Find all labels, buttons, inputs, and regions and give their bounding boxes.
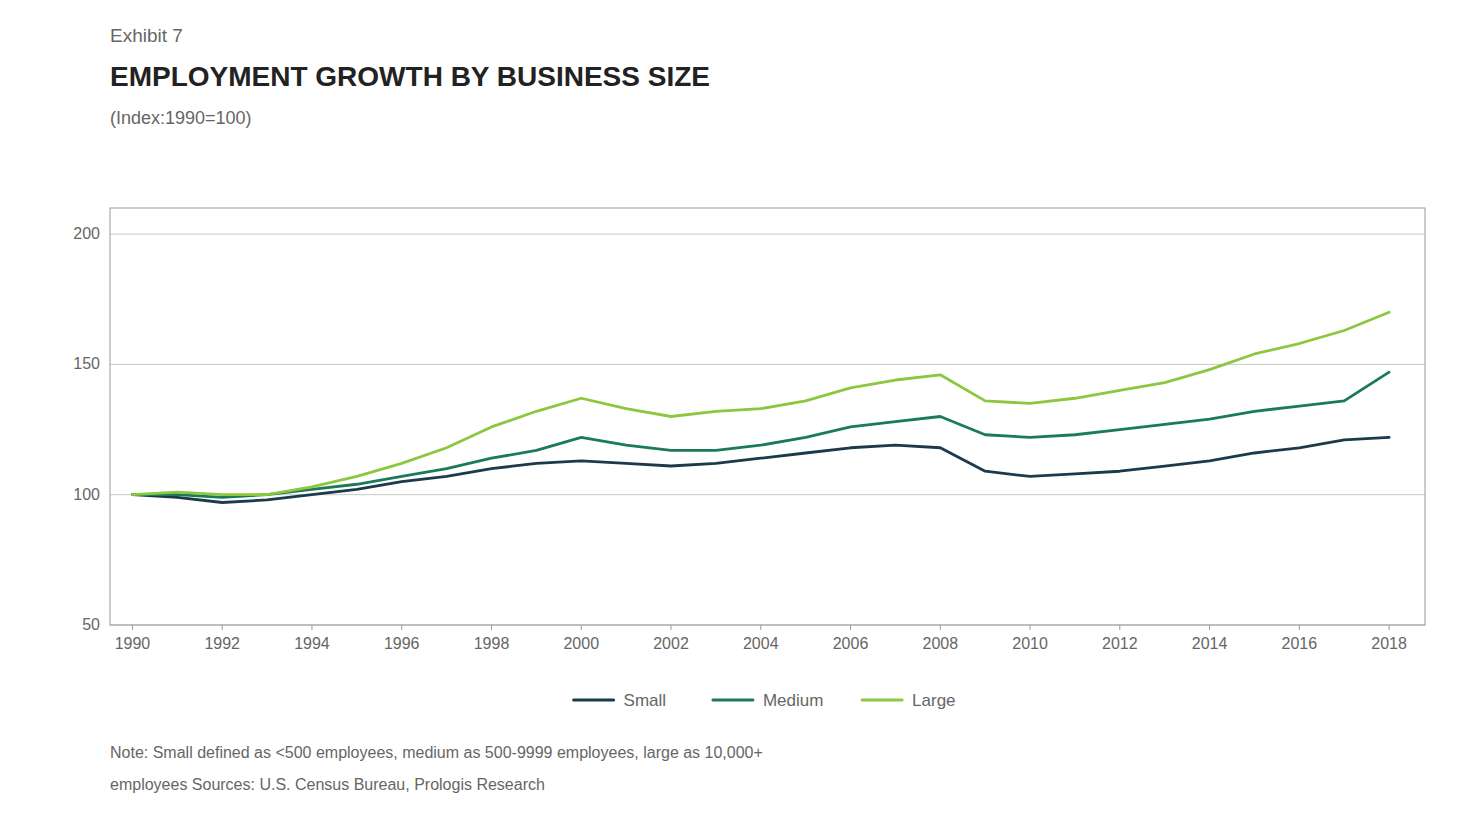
legend-label: Medium	[763, 691, 823, 710]
chart-container: Exhibit 7 EMPLOYMENT GROWTH BY BUSINESS S…	[0, 0, 1458, 833]
series-line	[132, 372, 1389, 497]
x-tick-label: 1996	[384, 635, 420, 652]
x-tick-label: 2006	[833, 635, 869, 652]
x-tick-label: 1990	[115, 635, 151, 652]
grid	[110, 234, 1425, 625]
x-tick	[850, 625, 851, 630]
x-tick-label: 1998	[474, 635, 510, 652]
x-tick	[1209, 625, 1210, 630]
title: EMPLOYMENT GROWTH BY BUSINESS SIZE	[110, 61, 710, 92]
x-tick-label: 2010	[1012, 635, 1048, 652]
x-tick	[132, 625, 133, 630]
x-tick	[581, 625, 582, 630]
legend-label: Small	[624, 691, 667, 710]
y-tick-label: 50	[82, 616, 100, 633]
legend-swatch	[862, 699, 902, 702]
legend-swatch	[713, 699, 753, 702]
x-tick	[1119, 625, 1120, 630]
x-tick-label: 1992	[204, 635, 240, 652]
x-tick	[940, 625, 941, 630]
plot-frame	[110, 208, 1425, 625]
chart-svg: Exhibit 7 EMPLOYMENT GROWTH BY BUSINESS S…	[0, 0, 1458, 833]
x-tick-label: 2016	[1282, 635, 1318, 652]
lines	[132, 312, 1389, 502]
note: Note: Small defined as <500 employees, m…	[110, 744, 763, 761]
x-tick	[401, 625, 402, 630]
x-tick-label: 2018	[1371, 635, 1407, 652]
x-tick	[1389, 625, 1390, 630]
y-tick-label: 200	[73, 225, 100, 242]
x-tick	[760, 625, 761, 630]
exhibit-label: Exhibit 7	[110, 25, 183, 46]
legend: Small Medium Large	[574, 691, 956, 710]
x-tick-label: 1994	[294, 635, 330, 652]
legend-swatch	[574, 699, 614, 702]
x-tick	[222, 625, 223, 630]
x-tick-label: 2004	[743, 635, 779, 652]
y-tick-label: 100	[73, 486, 100, 503]
x-tick-label: 2000	[563, 635, 599, 652]
x-tick	[311, 625, 312, 630]
x-tick-label: 2002	[653, 635, 689, 652]
x-tick	[1030, 625, 1031, 630]
x-tick	[491, 625, 492, 630]
series-line	[132, 312, 1389, 494]
grid-line	[110, 234, 1425, 235]
legend-label: Large	[912, 691, 955, 710]
x-tick-label: 2008	[922, 635, 958, 652]
subtitle: (Index:1990=100)	[110, 108, 252, 128]
note: employees Sources: U.S. Census Bureau, P…	[110, 776, 545, 793]
x-tick	[671, 625, 672, 630]
y-tick-label: 150	[73, 355, 100, 372]
x-tick	[1299, 625, 1300, 630]
series-line	[132, 437, 1389, 502]
x-tick-label: 2014	[1192, 635, 1228, 652]
x-tick-label: 2012	[1102, 635, 1138, 652]
